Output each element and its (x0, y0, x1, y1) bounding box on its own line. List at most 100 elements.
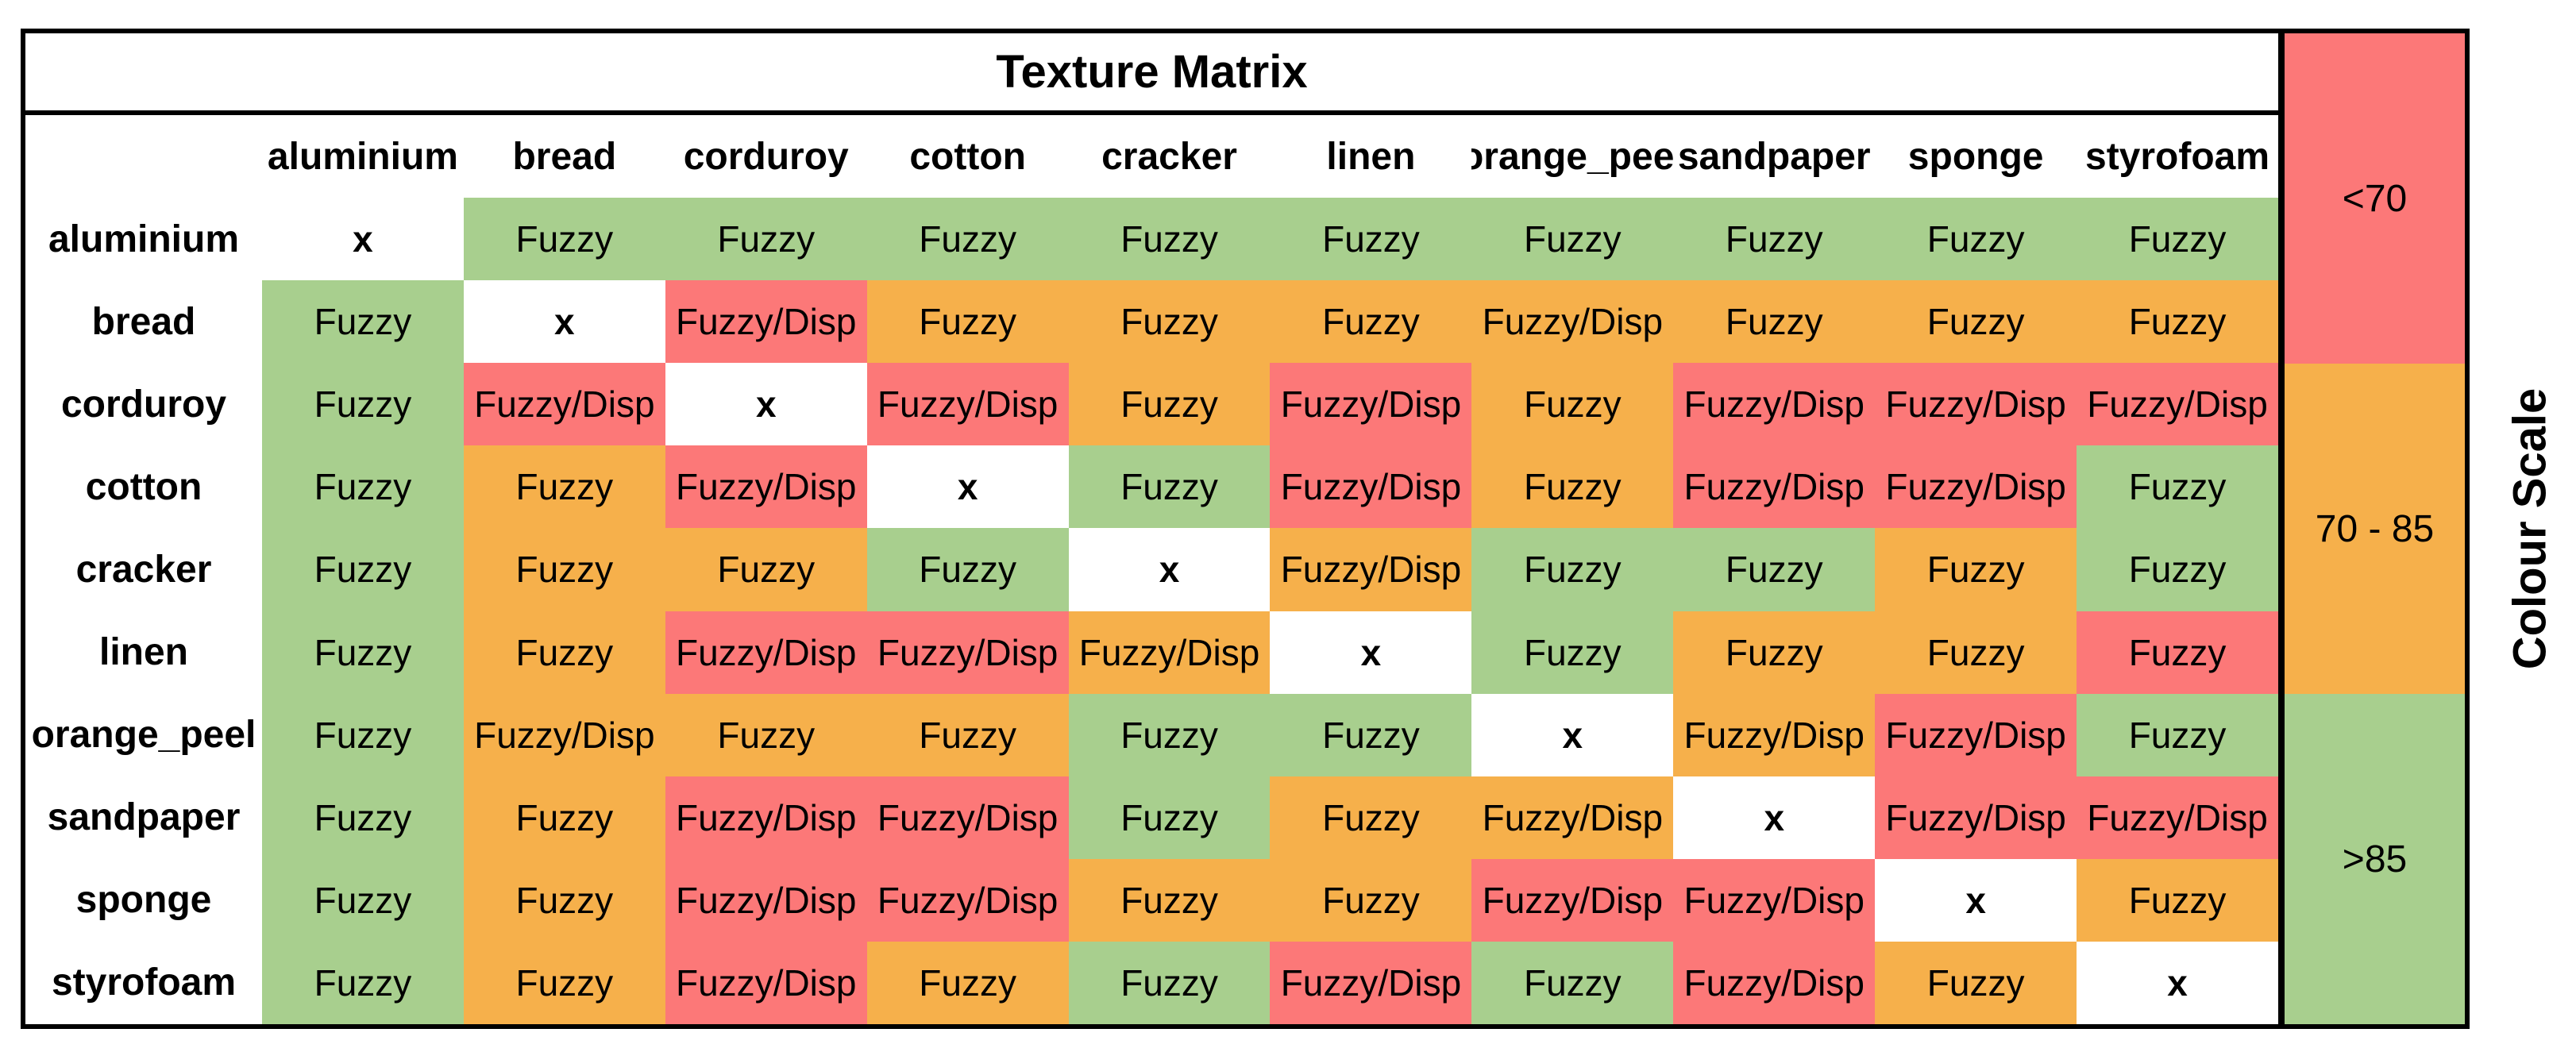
texture-matrix-figure: Texture Matrix aluminium bread corduroy cot… (21, 29, 2470, 1029)
matrix-cell: x (1068, 528, 1271, 611)
column-header-corduroy: corduroy (683, 135, 849, 178)
row-header-cotton: cotton (85, 465, 202, 508)
column-header-aluminium: aluminium (267, 135, 458, 178)
corner-cell (25, 115, 262, 198)
matrix-cell: Fuzzy (463, 528, 665, 611)
matrix-cell: Fuzzy (262, 528, 464, 611)
matrix-cell: Fuzzy (463, 611, 665, 694)
matrix-cell: x (463, 280, 665, 364)
matrix-cell: Fuzzy (1471, 363, 1674, 446)
matrix-cell: Fuzzy (262, 941, 464, 1024)
matrix-cell: Fuzzy (463, 858, 665, 942)
row-header-linen: linen (98, 631, 188, 674)
matrix-cell: Fuzzy (262, 363, 464, 446)
matrix-cell: Fuzzy (1471, 941, 1674, 1024)
matrix-cell: Fuzzy (2077, 445, 2278, 529)
matrix-cell: Fuzzy (1270, 776, 1472, 859)
matrix-cell: Fuzzy/Disp (665, 611, 867, 694)
row-header-cracker: cracker (75, 548, 212, 591)
matrix-cell: Fuzzy/Disp (866, 363, 1069, 446)
column-header-bread: bread (512, 135, 617, 178)
matrix-cell: Fuzzy/Disp (665, 858, 867, 942)
matrix-cell: Fuzzy/Disp (1471, 776, 1674, 859)
matrix-cell: Fuzzy/Disp (1673, 445, 1876, 529)
scale-band-orange: 70 - 85 (2285, 364, 2465, 694)
matrix-cell: Fuzzy/Disp (1875, 363, 2077, 446)
matrix-cell: Fuzzy (1875, 611, 2077, 694)
matrix-cell: Fuzzy (262, 776, 464, 859)
matrix-cell: Fuzzy (262, 445, 464, 529)
matrix-cell: Fuzzy/Disp (1068, 611, 1271, 694)
matrix-cell: x (1270, 611, 1472, 694)
matrix-cell: Fuzzy (1875, 280, 2077, 364)
matrix-cell: Fuzzy (1068, 776, 1271, 859)
matrix-cell: x (866, 445, 1069, 529)
matrix-cell: Fuzzy (1270, 280, 1472, 364)
matrix-cell: Fuzzy/Disp (1471, 280, 1674, 364)
matrix-cell: Fuzzy (866, 280, 1069, 364)
matrix-cell: Fuzzy/Disp (665, 445, 867, 529)
colour-scale-title: Colour Scale (2504, 387, 2556, 670)
matrix-cell: Fuzzy (1068, 280, 1271, 364)
matrix-cell: Fuzzy (2077, 611, 2278, 694)
column-header-sponge: sponge (1907, 135, 2044, 178)
matrix-cell: Fuzzy/Disp (1673, 941, 1876, 1024)
matrix-cell: Fuzzy (1673, 198, 1876, 281)
matrix-cell: Fuzzy/Disp (1270, 528, 1472, 611)
matrix-cell: Fuzzy/Disp (665, 776, 867, 859)
matrix-title: Texture Matrix (25, 33, 2278, 115)
matrix-cell: Fuzzy (1875, 528, 2077, 611)
matrix-cell: Fuzzy (1471, 528, 1674, 611)
column-header-cracker: cracker (1101, 135, 1237, 178)
matrix-cell: Fuzzy (1068, 858, 1271, 942)
column-header-sandpaper: sandpaper (1677, 135, 1871, 178)
matrix-cell: Fuzzy/Disp (1875, 693, 2077, 776)
matrix-cell: Fuzzy/Disp (1875, 776, 2077, 859)
matrix-cell: Fuzzy (866, 528, 1069, 611)
matrix-cell: Fuzzy (1068, 693, 1271, 776)
matrix-cell: Fuzzy (463, 776, 665, 859)
matrix-cell: Fuzzy (1471, 611, 1674, 694)
matrix-cell: Fuzzy/Disp (665, 941, 867, 1024)
matrix-cell: Fuzzy/Disp (1673, 858, 1876, 942)
matrix-cell: x (1471, 693, 1674, 776)
row-header-orange-peel: orange_peel (31, 714, 256, 757)
matrix-cell: Fuzzy (1673, 611, 1876, 694)
matrix-cell: Fuzzy/Disp (1875, 445, 2077, 529)
matrix-cell: Fuzzy/Disp (866, 611, 1069, 694)
matrix-cell: Fuzzy (262, 858, 464, 942)
matrix-cell: x (1875, 858, 2077, 942)
matrix-cell: Fuzzy (1068, 198, 1271, 281)
matrix-cell: Fuzzy (463, 445, 665, 529)
matrix-cell: Fuzzy (1875, 941, 2077, 1024)
matrix-cell: x (262, 198, 464, 281)
matrix-cell: Fuzzy (262, 693, 464, 776)
matrix-cell: Fuzzy/Disp (1270, 445, 1472, 529)
column-header-styrofoam: styrofoam (2085, 135, 2270, 178)
matrix-cell: Fuzzy (1068, 445, 1271, 529)
matrix-cell: Fuzzy (1673, 528, 1876, 611)
column-header-orange-peel: orange_peel (1471, 135, 1674, 178)
matrix-cell: Fuzzy (463, 941, 665, 1024)
matrix-cell: Fuzzy/Disp (1673, 363, 1876, 446)
matrix-cell: Fuzzy (2077, 693, 2278, 776)
matrix-cell: Fuzzy (2077, 280, 2278, 364)
matrix-cell: Fuzzy (262, 280, 464, 364)
matrix-cell: Fuzzy (1471, 198, 1674, 281)
matrix-cell: Fuzzy (463, 198, 665, 281)
matrix-cell: Fuzzy (1270, 693, 1472, 776)
matrix-cell: Fuzzy (2077, 858, 2278, 942)
matrix-cell: Fuzzy/Disp (2077, 363, 2278, 446)
row-header-sponge: sponge (75, 879, 212, 922)
matrix-cell: Fuzzy/Disp (1673, 693, 1876, 776)
matrix-cell: Fuzzy (1875, 198, 2077, 281)
column-header-cotton: cotton (909, 135, 1026, 178)
matrix-cell: Fuzzy (866, 198, 1069, 281)
column-header-linen: linen (1326, 135, 1416, 178)
matrix-cell: Fuzzy/Disp (1471, 858, 1674, 942)
matrix-cell: Fuzzy (866, 941, 1069, 1024)
matrix-cell: Fuzzy (1673, 280, 1876, 364)
matrix-cell: Fuzzy (262, 611, 464, 694)
matrix-cell: Fuzzy/Disp (1270, 363, 1472, 446)
matrix-cell: Fuzzy/Disp (463, 693, 665, 776)
